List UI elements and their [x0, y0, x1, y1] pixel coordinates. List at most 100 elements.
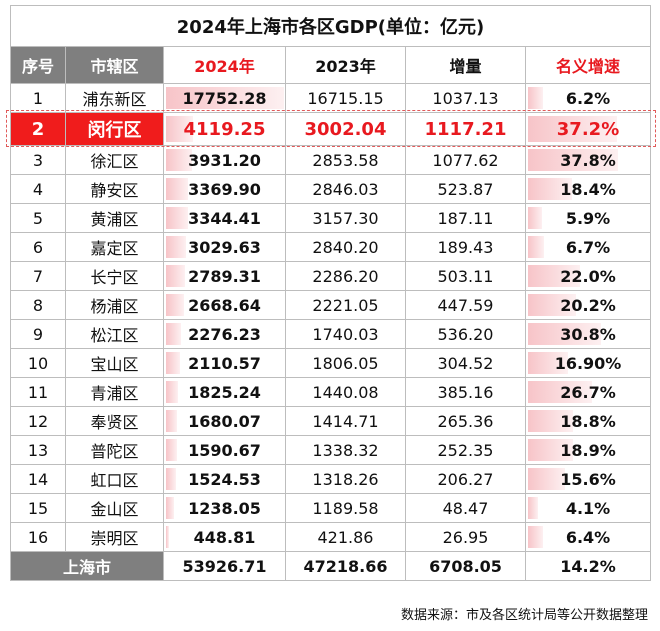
cell-text: 1680.07 [188, 411, 261, 431]
data-bar [166, 410, 178, 432]
cell: 4 [10, 174, 66, 204]
data-row: 1 浦东新区 17752.28 16715.15 1037.13 6.2% [10, 83, 652, 113]
cell-text: 37.8% [560, 150, 616, 170]
cell-text: 黄浦区 [90, 210, 139, 229]
data-bar [528, 149, 618, 171]
data-row: 7 长宁区 2789.31 2286.20 503.11 22.0% [10, 261, 652, 291]
cell: 37.2% [524, 112, 652, 146]
table-title: 2024年上海市各区GDP(单位：亿元) [9, 5, 652, 47]
cell: 3931.20 [163, 145, 286, 175]
cell-text: 421.86 [317, 527, 374, 547]
data-bar [528, 497, 538, 519]
cell: 10 [10, 348, 66, 378]
cell-text: 17752.28 [182, 88, 267, 108]
cell: 杨浦区 [65, 290, 164, 320]
cell: 20.2% [524, 290, 652, 320]
header-cell: 2023年 [285, 46, 406, 84]
cell-text: 265.36 [437, 411, 494, 431]
data-bar [166, 207, 189, 229]
cell-text: 2853.58 [312, 150, 379, 170]
cell-text: 1825.24 [188, 382, 261, 402]
cell: 2276.23 [163, 319, 286, 349]
cell-text: 1338.32 [312, 440, 379, 460]
header-row: 序号 市辖区 2024年 2023年 增量 名义增速 [10, 46, 652, 84]
data-bar [166, 87, 284, 109]
total-cell: 上海市 [10, 551, 164, 581]
data-row: 3 徐汇区 3931.20 2853.58 1077.62 37.8% [10, 145, 652, 175]
cell: 503.11 [405, 261, 526, 291]
cell: 3002.04 [285, 112, 406, 146]
cell: 8 [10, 290, 66, 320]
cell: 6.7% [524, 232, 652, 262]
cell: 3369.90 [163, 174, 286, 204]
total-cell: 14.2% [524, 551, 652, 581]
data-bar [166, 352, 181, 374]
cell: 1189.58 [285, 493, 406, 523]
cell: 37.8% [524, 145, 652, 175]
cell-text: 3369.90 [188, 179, 261, 199]
cell: 4119.25 [163, 112, 286, 146]
cell-text: 18.9% [560, 440, 616, 460]
cell: 523.87 [405, 174, 526, 204]
cell: 18.8% [524, 406, 652, 436]
cell-text: 1524.53 [188, 469, 261, 489]
cell: 26.95 [405, 522, 526, 552]
cell: 1318.26 [285, 464, 406, 494]
cell: 16715.15 [285, 83, 406, 113]
data-row: 10 宝山区 2110.57 1806.05 304.52 16.90% [10, 348, 652, 378]
cell-text: 1037.13 [432, 88, 499, 108]
cell-text: 2846.03 [312, 179, 379, 199]
cell-text: 1414.71 [312, 411, 379, 431]
cell-text: 1590.67 [188, 440, 261, 460]
cell-text: 长宁区 [90, 268, 139, 287]
cell-text: 1806.05 [312, 353, 379, 373]
cell: 虹口区 [65, 464, 164, 494]
data-bar [528, 410, 573, 432]
data-row: 12 奉贤区 1680.07 1414.71 265.36 18.8% [10, 406, 652, 436]
data-bar [166, 178, 189, 200]
cell: 1077.62 [405, 145, 526, 175]
cell: 9 [10, 319, 66, 349]
cell: 2668.64 [163, 290, 286, 320]
cell-text: 252.35 [437, 440, 494, 460]
cell-text: 503.11 [437, 266, 494, 286]
cell: 187.11 [405, 203, 526, 233]
cell: 447.59 [405, 290, 526, 320]
cell-text: 2276.23 [188, 324, 261, 344]
data-bar [166, 294, 184, 316]
cell: 2286.20 [285, 261, 406, 291]
cell-text: 30.8% [560, 324, 616, 344]
cell: 3344.41 [163, 203, 286, 233]
header-cell: 名义增速 [524, 46, 652, 84]
cell-text: 536.20 [437, 324, 494, 344]
cell: 5 [10, 203, 66, 233]
cell-text: 普陀区 [90, 442, 139, 461]
cell-text: 徐汇区 [90, 152, 139, 171]
cell-text: 385.16 [437, 382, 494, 402]
data-row: 11 青浦区 1825.24 1440.08 385.16 26.7% [10, 377, 652, 407]
cell-text: 16.90% [554, 353, 622, 373]
cell: 1414.71 [285, 406, 406, 436]
cell: 11 [10, 377, 66, 407]
data-bar [528, 207, 543, 229]
data-bar [528, 468, 566, 490]
cell: 金山区 [65, 493, 164, 523]
cell: 26.7% [524, 377, 652, 407]
cell: 16.90% [524, 348, 652, 378]
data-bar [528, 178, 572, 200]
cell: 1338.32 [285, 435, 406, 465]
header-cell: 增量 [405, 46, 526, 84]
cell: 静安区 [65, 174, 164, 204]
cell-text: 6.4% [565, 527, 611, 547]
cell-text: 青浦区 [90, 384, 139, 403]
cell-text: 3931.20 [188, 150, 261, 170]
cell-text: 8 [32, 295, 44, 315]
cell: 3157.30 [285, 203, 406, 233]
cell-text: 187.11 [437, 208, 494, 228]
cell-text: 3002.04 [304, 118, 387, 140]
cell: 22.0% [524, 261, 652, 291]
cell: 7 [10, 261, 66, 291]
cell: 18.9% [524, 435, 652, 465]
header-cell: 市辖区 [65, 46, 164, 84]
gdp-table: 2024年上海市各区GDP(单位：亿元) 序号 市辖区 2024年 2023年 增量 名义… [9, 5, 652, 581]
